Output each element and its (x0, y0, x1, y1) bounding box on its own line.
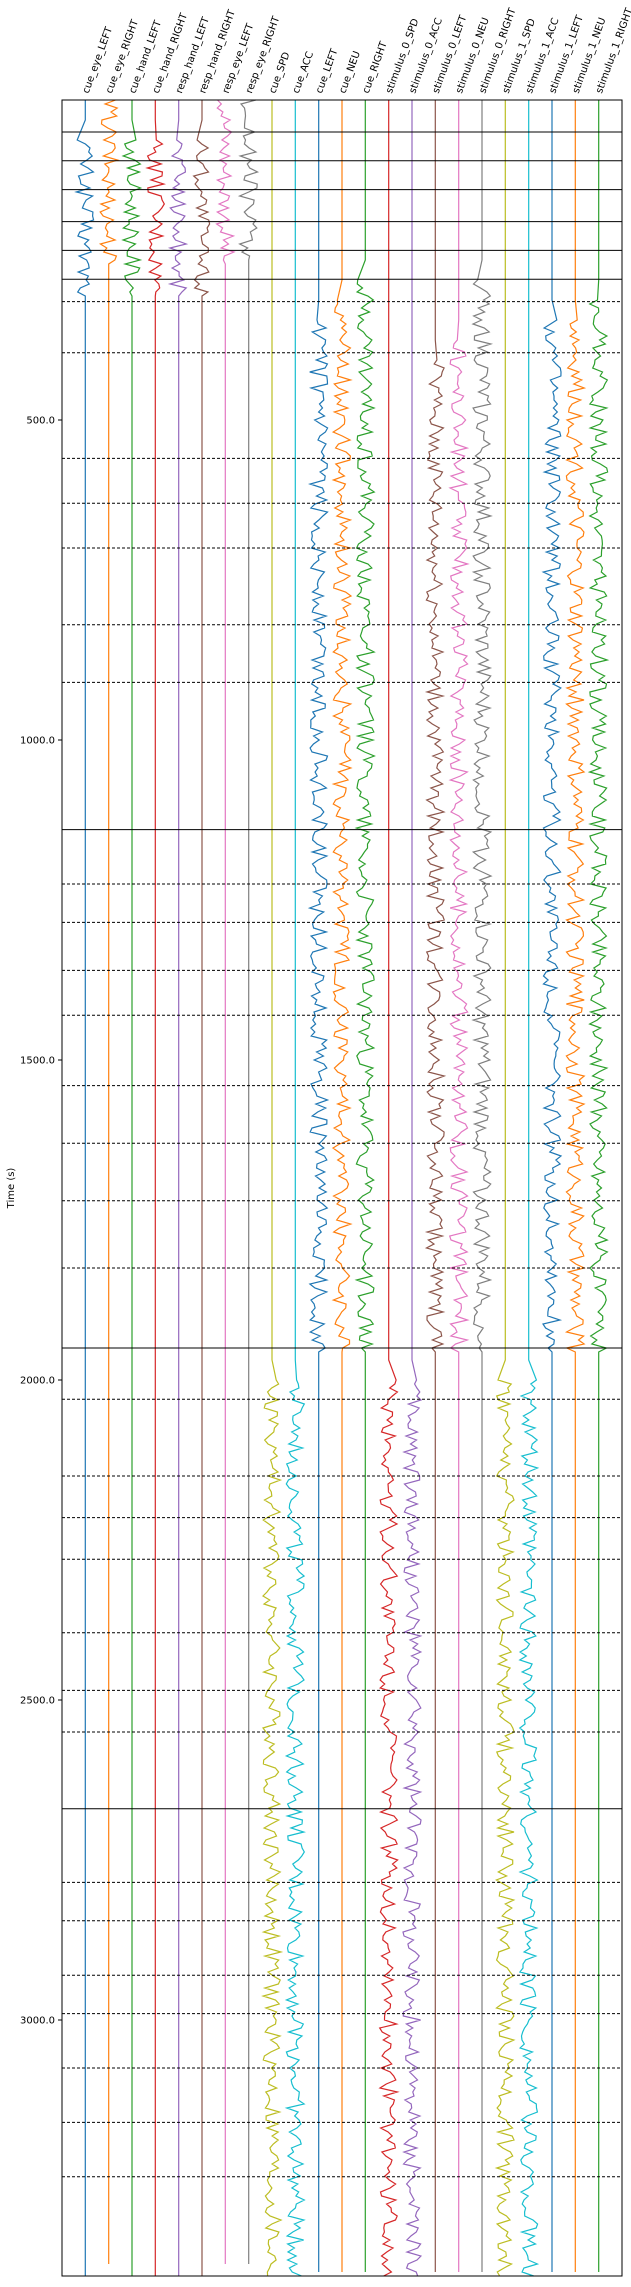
series-stimulus_0_ACC (402, 100, 423, 2277)
boundary-layer (62, 131, 622, 2178)
y-tick-label: 1000.0 (20, 736, 55, 747)
series-stimulus_1_LEFT (541, 100, 563, 2272)
series-line-stimulus_0_LEFT (424, 100, 447, 2272)
series-resp_eye_RIGHT (237, 99, 260, 2264)
series-cue_hand_RIGHT (145, 100, 167, 2276)
series-cue_ACC (284, 100, 307, 2277)
series-line-stimulus_0_ACC (402, 100, 423, 2277)
series-line-cue_eye_LEFT (74, 100, 95, 2276)
plot-frame (61, 99, 623, 2277)
series-line-stimulus_1_RIGHT (587, 100, 610, 2272)
y-tick-layer: 500.0 1000.0 1500.0 2000.0 2500.0 3000.0 (20, 416, 62, 2027)
column-label-cue_NEU: cue_NEU (337, 50, 362, 95)
series-line-cue_hand_LEFT (121, 100, 143, 2276)
series-stimulus_0_RIGHT (471, 100, 494, 2272)
series-cue_LEFT (307, 100, 330, 2272)
series-cue_SPD (261, 100, 284, 2277)
series-stimulus_1_RIGHT (587, 100, 610, 2272)
series-line-stimulus_1_LEFT (541, 100, 563, 2272)
series-cue_eye_LEFT (74, 100, 95, 2276)
series-cue_hand_LEFT (121, 100, 143, 2276)
column-label-cue_SPD: cue_SPD (267, 51, 292, 96)
y-tick-label: 500.0 (26, 416, 55, 427)
series-cue_eye_RIGHT (98, 99, 120, 2264)
series-line-cue_NEU (331, 100, 353, 2272)
series-line-resp_eye_RIGHT (237, 99, 260, 2264)
column-label-cue_LEFT: cue_LEFT (314, 47, 341, 95)
series-layer (74, 99, 610, 2277)
y-axis-label: Time (s) (6, 1168, 17, 1210)
series-line-cue_hand_RIGHT (145, 100, 167, 2276)
series-resp_hand_RIGHT (192, 100, 211, 2276)
series-line-cue_eye_RIGHT (98, 99, 120, 2264)
series-line-stimulus_1_NEU (564, 100, 587, 2272)
series-line-cue_ACC (284, 100, 307, 2277)
series-line-cue_LEFT (307, 100, 330, 2272)
y-tick-label: 3000.0 (20, 2016, 55, 2027)
column-label-layer: cue_eye_LEFTcue_eye_RIGHTcue_hand_LEFTcu… (81, 6, 631, 95)
series-line-resp_hand_LEFT (167, 100, 189, 2276)
series-line-resp_eye_LEFT (215, 99, 236, 2264)
y-tick-label: 2000.0 (20, 1376, 55, 1387)
series-line-stimulus_0_RIGHT (471, 100, 494, 2272)
y-tick-label: 2500.0 (20, 1696, 55, 1707)
series-stimulus_1_ACC (518, 100, 540, 2277)
series-cue_NEU (331, 100, 353, 2272)
series-line-stimulus_1_SPD (494, 100, 516, 2277)
series-line-resp_hand_RIGHT (192, 100, 211, 2276)
series-stimulus_0_NEU (448, 100, 470, 2272)
series-line-cue_SPD (261, 100, 284, 2277)
series-stimulus_0_LEFT (424, 100, 447, 2272)
y-tick-label: 1500.0 (20, 1056, 55, 1067)
series-resp_hand_LEFT (167, 100, 189, 2276)
column-label-cue_ACC: cue_ACC (291, 50, 316, 95)
series-cue_RIGHT (354, 100, 376, 2272)
series-line-stimulus_0_NEU (448, 100, 470, 2272)
series-resp_eye_LEFT (215, 99, 236, 2264)
series-line-stimulus_0_SPD (378, 100, 400, 2277)
series-stimulus_1_NEU (564, 100, 587, 2272)
series-stimulus_1_SPD (494, 100, 516, 2277)
series-stimulus_0_SPD (378, 100, 400, 2277)
series-line-cue_RIGHT (354, 100, 376, 2272)
series-line-stimulus_1_ACC (518, 100, 540, 2277)
